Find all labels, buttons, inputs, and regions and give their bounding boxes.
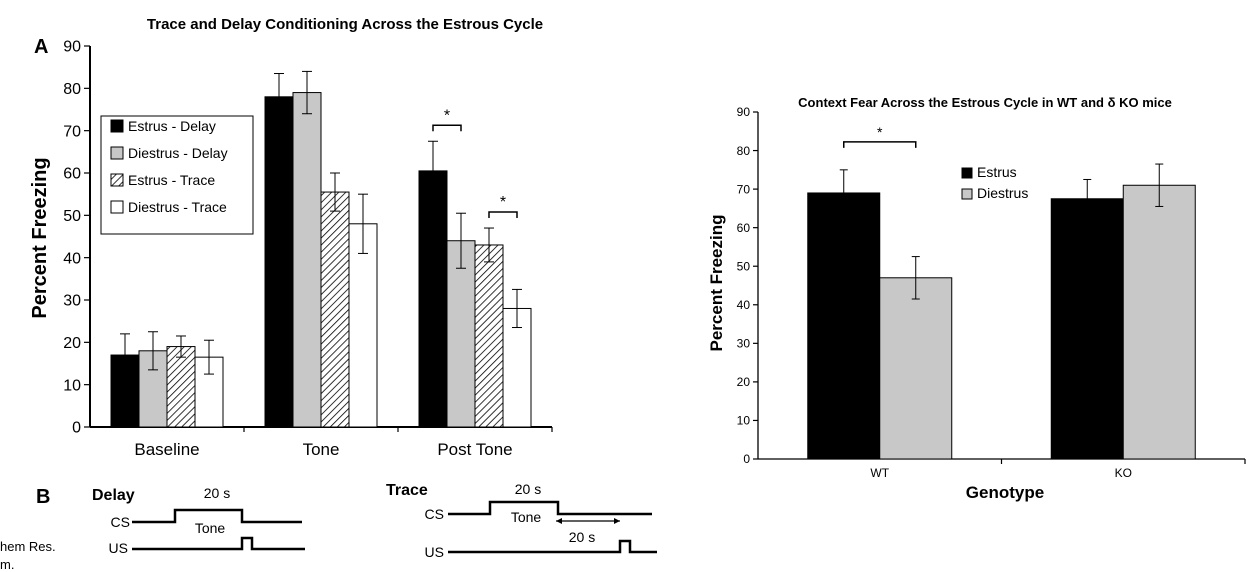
y-tick-label: 70 [63,123,81,140]
legend: Estrus Diestrus [961,164,1028,201]
trace-duration-label: 20 s [515,481,541,497]
chart-b-title: Context Fear Across the Estrous Cycle in… [798,95,1172,110]
y-tick-label: 0 [72,420,81,437]
chart-a: 0 10 20 30 40 50 60 70 80 90 Baseline Tone Post Tone… [63,39,553,459]
significance-star: * [877,124,883,140]
bar [446,240,476,428]
bar [264,96,294,428]
legend-swatch [961,167,973,179]
legend-label: Estrus - Trace [128,172,215,188]
delay-us-trace [132,536,305,551]
y-tick-label: 10 [737,414,751,428]
y-tick-label: 30 [737,337,751,351]
y-tick-label: 50 [737,259,751,273]
y-tick-label: 50 [63,208,81,225]
y-tick-label: 10 [63,377,81,394]
chart-a-title: Trace and Delay Conditioning Across the … [147,16,543,33]
bar [418,170,448,428]
legend-swatch [961,188,973,200]
protocol-diagram: B Delay 20 s CS US Tone Trace 20 s CS US… [0,481,657,572]
y-tick-label: 90 [737,105,751,119]
y-tick-label: 70 [737,182,751,196]
chart-a-ylabel: Percent Freezing [29,157,51,318]
bar [1050,198,1124,460]
legend-label: Diestrus - Delay [128,145,228,161]
significance-star: * [444,107,450,124]
bar [807,192,881,460]
x-tick-label: WT [870,466,889,480]
y-tick-label: 40 [63,250,81,267]
legend-box [100,115,254,235]
y-tick-label: 20 [63,335,81,352]
trace-us-label: US [425,544,444,560]
legend-label: Estrus [977,164,1017,180]
legend: Estrus - Delay Diestrus - Delay Estrus - T… [100,115,254,235]
bar [348,223,378,428]
citation-line-2: m. [0,557,14,572]
legend-label: Diestrus - Trace [128,199,227,215]
panel-a-label: A [34,36,48,58]
significance-bracket [843,141,917,148]
x-tick-label: Baseline [134,440,199,459]
panel-b-label: B [36,486,50,508]
bar [502,307,532,428]
significance-bracket [488,211,518,219]
legend-swatch [110,119,124,133]
delay-title: Delay [92,487,135,504]
chart-b: 0 10 20 30 40 50 60 70 80 90 WT KO * Estrus Diestrus [737,105,1246,480]
delay-cs-label: CS [111,514,130,530]
legend-swatch [110,173,124,187]
significance-bracket [432,124,462,132]
trace-tone-label: Tone [511,509,542,525]
bar [1122,184,1196,460]
delay-us-label: US [109,540,128,556]
bar [166,346,196,428]
y-tick-label: 40 [737,298,751,312]
legend-label: Estrus - Delay [128,118,216,134]
chart-b-ylabel: Percent Freezing [707,215,726,352]
y-tick-label: 60 [63,166,81,183]
bar [320,191,350,428]
trace-interval-arrow [556,518,620,524]
trace-cs-trace [448,500,652,516]
citation-line-1: hem Res. [0,539,56,554]
y-tick-label: 80 [63,81,81,98]
bar [474,244,504,428]
legend-label: Diestrus [977,185,1028,201]
y-tick-label: 90 [63,39,81,56]
legend-swatch [110,200,124,214]
x-tick-label: Post Tone [437,440,512,459]
significance-star: * [500,194,506,211]
y-tick-label: 30 [63,293,81,310]
bar [879,277,953,460]
y-tick-label: 20 [737,375,751,389]
trace-cs-label: CS [425,506,444,522]
trace-interval-label: 20 s [569,529,595,545]
delay-cs-trace [132,508,302,524]
y-tick-label: 60 [737,221,751,235]
delay-tone-label: Tone [195,520,226,536]
chart-b-xlabel: Genotype [966,483,1044,502]
trace-us-trace [448,539,657,554]
trace-title: Trace [386,482,428,499]
x-tick-label: KO [1115,466,1132,480]
bar [292,92,322,428]
x-tick-label: Tone [303,440,340,459]
legend-swatch [110,146,124,160]
y-tick-label: 80 [737,144,751,158]
delay-duration-label: 20 s [204,485,230,501]
y-tick-label: 0 [743,452,750,466]
